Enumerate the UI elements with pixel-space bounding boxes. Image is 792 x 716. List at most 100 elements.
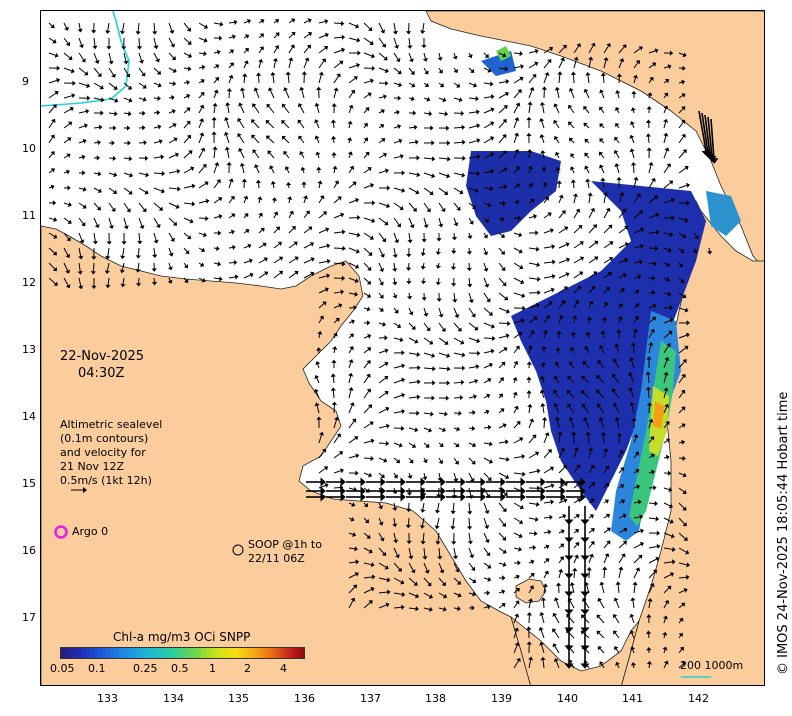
current-arrow-icon — [453, 322, 461, 330]
current-arrow-icon — [213, 149, 216, 159]
current-arrow-head — [171, 55, 176, 61]
current-arrow-head — [562, 465, 567, 470]
current-arrow-head — [431, 173, 436, 179]
current-arrow-head — [271, 197, 277, 201]
current-arrow-head — [541, 166, 547, 170]
current-arrow-head — [614, 106, 620, 112]
current-arrow-head — [354, 291, 359, 297]
current-arrow-head — [538, 626, 544, 631]
current-arrow-head — [600, 177, 606, 182]
current-arrow-head — [574, 529, 580, 534]
current-arrow-icon — [555, 405, 560, 414]
current-arrow-head — [532, 73, 537, 79]
current-arrow-head — [330, 119, 337, 123]
current-arrow-head — [630, 107, 636, 112]
current-arrow-head — [352, 532, 357, 537]
current-arrow-head — [468, 299, 474, 304]
current-arrow-head — [78, 255, 84, 260]
current-arrow-icon — [468, 97, 477, 100]
current-arrow-head — [653, 485, 657, 491]
current-arrow-icon — [583, 405, 590, 414]
current-arrow-head — [541, 345, 547, 350]
current-arrow-icon — [63, 262, 69, 272]
current-arrow-icon — [483, 606, 489, 609]
current-arrow-head — [142, 207, 147, 213]
current-arrow-icon — [408, 187, 418, 193]
current-arrow-icon — [93, 187, 100, 192]
current-arrow-icon — [618, 435, 621, 444]
current-arrow-head — [637, 499, 642, 505]
current-arrow-head — [411, 325, 416, 330]
depth-contour — [41, 11, 130, 107]
current-arrow-head — [421, 297, 427, 301]
current-arrow-head — [651, 316, 657, 321]
current-arrow-head — [106, 241, 112, 245]
current-arrow-head — [619, 191, 625, 196]
current-arrow-head — [490, 107, 495, 113]
current-arrow-head — [355, 197, 360, 203]
current-arrow-head — [401, 363, 406, 369]
current-arrow-icon — [541, 378, 545, 384]
current-arrow-head — [581, 614, 586, 619]
current-arrow-head — [540, 403, 546, 407]
current-arrow-head — [416, 172, 421, 178]
current-arrow-head — [668, 330, 673, 335]
current-arrow-icon — [408, 37, 411, 47]
current-arrow-head — [574, 300, 580, 305]
current-arrow-head — [632, 581, 638, 586]
current-arrow-head — [333, 332, 338, 337]
current-arrow-head — [638, 46, 643, 51]
current-arrow-head — [682, 65, 686, 71]
current-arrow-icon — [528, 600, 532, 609]
current-arrow-icon — [302, 169, 305, 174]
current-arrow-head — [50, 24, 55, 29]
current-arrow-icon — [378, 202, 388, 207]
current-arrow-head — [633, 434, 639, 438]
current-arrow-head — [366, 373, 371, 378]
current-arrow-icon — [378, 154, 385, 159]
current-arrow-head — [260, 227, 265, 232]
current-arrow-head — [654, 245, 659, 252]
current-arrow-head — [526, 376, 532, 380]
current-arrow-head — [367, 266, 372, 271]
current-arrow-head — [392, 523, 398, 528]
current-arrow-head — [681, 93, 686, 98]
current-arrow-icon — [468, 277, 471, 285]
current-arrow-icon — [93, 126, 100, 129]
current-arrow-head — [319, 431, 325, 436]
current-arrow-head — [473, 394, 477, 400]
current-arrow-icon — [348, 37, 358, 41]
current-arrow-icon — [363, 532, 369, 538]
current-arrow-icon — [513, 615, 518, 624]
current-arrow-head — [275, 226, 280, 231]
current-arrow-head — [536, 468, 541, 474]
current-arrow-head — [639, 514, 644, 520]
current-arrow-head — [580, 390, 586, 395]
current-arrow-icon — [48, 37, 55, 42]
current-arrow-icon — [601, 124, 605, 129]
current-arrow-icon — [453, 217, 457, 224]
current-arrow-head — [405, 267, 412, 271]
current-arrow-icon — [258, 61, 262, 69]
current-arrow-icon — [267, 121, 275, 129]
current-arrow-icon — [483, 96, 492, 99]
current-arrow-icon — [423, 97, 428, 100]
current-arrow-icon — [568, 377, 575, 384]
current-arrow-head — [369, 421, 374, 426]
current-arrow-icon — [213, 247, 218, 249]
current-arrow-icon — [348, 375, 352, 384]
current-arrow-head — [472, 591, 477, 597]
current-arrow-head — [81, 222, 86, 227]
current-arrow-icon — [243, 35, 248, 39]
current-arrow-icon — [228, 261, 235, 264]
current-arrow-icon — [573, 59, 577, 69]
current-arrow-icon — [558, 273, 568, 279]
current-arrow-head — [216, 245, 220, 252]
current-arrow-icon — [393, 307, 397, 312]
current-arrow-head — [265, 120, 270, 125]
current-arrow-head — [539, 641, 545, 646]
current-arrow-head — [522, 471, 526, 477]
current-arrow-head — [407, 45, 413, 49]
current-arrow-head — [665, 454, 670, 460]
current-arrow-head — [527, 165, 533, 170]
